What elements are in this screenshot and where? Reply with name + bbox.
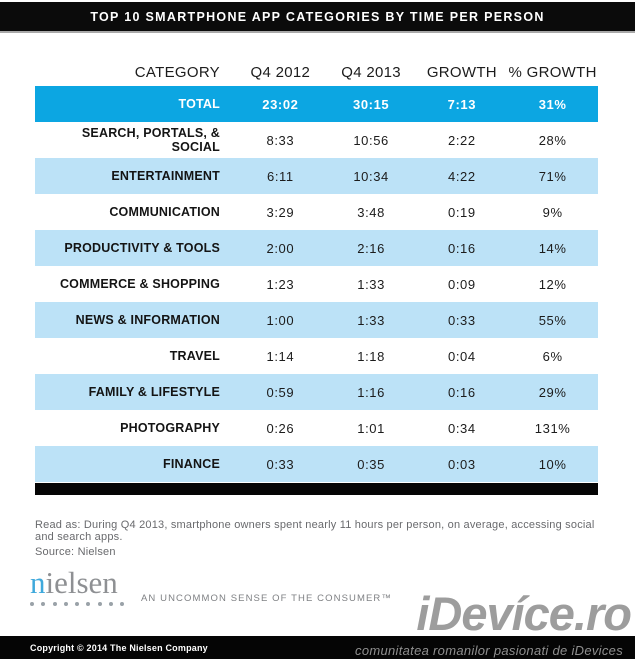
value-cell: 0:26 <box>266 420 295 436</box>
category-cell: ENTERTAINMENT <box>111 169 220 183</box>
value-cell: 4:22 <box>448 168 476 184</box>
value-cell: 1:33 <box>357 312 385 328</box>
title-bar: TOP 10 SMARTPHONE APP CATEGORIES BY TIME… <box>0 2 635 33</box>
value-cell: 1:16 <box>357 384 385 400</box>
idevice-watermark-logo: iDevíce.ro <box>416 587 632 640</box>
value-cell: 10% <box>538 456 567 472</box>
value-cell: 3:29 <box>266 204 295 220</box>
value-cell: 7:13 <box>447 96 477 112</box>
category-cell: NEWS & INFORMATION <box>75 313 220 327</box>
table-row-total: TOTAL 23:02 30:15 7:13 31% <box>35 86 598 122</box>
value-cell: 2:16 <box>357 240 385 256</box>
table-row: TRAVEL 1:14 1:18 0:04 6% <box>35 338 598 374</box>
value-cell: 30:15 <box>353 96 390 112</box>
value-cell: 0:03 <box>448 456 476 472</box>
value-cell: 6% <box>542 348 563 364</box>
table-header-row: CATEGORY Q4 2012 Q4 2013 GROWTH % GROWTH <box>35 58 598 86</box>
value-cell: 0:09 <box>448 276 476 292</box>
value-cell: 3:48 <box>357 204 385 220</box>
category-cell: PHOTOGRAPHY <box>120 421 220 435</box>
value-cell: 29% <box>538 384 567 400</box>
table-row: SEARCH, PORTALS, & SOCIAL 8:33 10:56 2:2… <box>35 122 598 158</box>
table-row: PHOTOGRAPHY 0:26 1:01 0:34 131% <box>35 410 598 446</box>
value-cell: 0:33 <box>266 456 295 472</box>
value-cell: 9% <box>542 204 563 220</box>
category-cell: PRODUCTIVITY & TOOLS <box>64 241 220 255</box>
value-cell: 55% <box>538 312 567 328</box>
value-cell: 0:34 <box>448 420 476 436</box>
value-cell: 0:16 <box>448 384 476 400</box>
value-cell: 8:33 <box>266 132 295 148</box>
table-footer-bar <box>35 483 598 495</box>
value-cell: 131% <box>534 420 571 436</box>
source-note: Source: Nielsen <box>35 546 116 558</box>
category-cell: TRAVEL <box>169 349 220 363</box>
category-cell: TOTAL <box>178 97 220 111</box>
nielsen-wordmark-first-letter: n <box>30 565 46 600</box>
table-row: FAMILY & LIFESTYLE 0:59 1:16 0:16 29% <box>35 374 598 410</box>
category-cell: SEARCH, PORTALS, & SOCIAL <box>81 126 220 154</box>
category-cell: FAMILY & LIFESTYLE <box>88 385 220 399</box>
data-table: CATEGORY Q4 2012 Q4 2013 GROWTH % GROWTH… <box>35 58 598 495</box>
value-cell: 2:00 <box>266 240 295 256</box>
value-cell: 31% <box>538 96 567 112</box>
table-row: ENTERTAINMENT 6:11 10:34 4:22 71% <box>35 158 598 194</box>
value-cell: 12% <box>538 276 567 292</box>
value-cell: 6:11 <box>267 168 294 184</box>
value-cell: 14% <box>538 240 567 256</box>
copyright-text: Copyright © 2014 The Nielsen Company <box>30 642 208 653</box>
nielsen-logo-dots <box>30 602 124 606</box>
table-row: FINANCE 0:33 0:35 0:03 10% <box>35 446 598 482</box>
value-cell: 1:00 <box>266 312 295 328</box>
value-cell: 1:18 <box>357 348 385 364</box>
table-row: PRODUCTIVITY & TOOLS 2:00 2:16 0:16 14% <box>35 230 598 266</box>
column-header-q4-2013: Q4 2013 <box>341 63 401 81</box>
category-cell: COMMERCE & SHOPPING <box>59 277 220 291</box>
value-cell: 1:33 <box>357 276 385 292</box>
category-cell: COMMUNICATION <box>109 205 220 219</box>
value-cell: 23:02 <box>262 96 299 112</box>
nielsen-tagline: AN UNCOMMON SENSE OF THE CONSUMER™ <box>141 593 392 604</box>
value-cell: 10:56 <box>353 132 389 148</box>
read-as-note: Read as: During Q4 2013, smartphone owne… <box>35 519 595 543</box>
value-cell: 1:14 <box>266 348 295 364</box>
value-cell: 1:01 <box>357 420 385 436</box>
nielsen-wordmark-rest: ielsen <box>45 565 118 600</box>
table-row: COMMERCE & SHOPPING 1:23 1:33 0:09 12% <box>35 266 598 302</box>
value-cell: 0:33 <box>448 312 476 328</box>
table-row: NEWS & INFORMATION 1:00 1:33 0:33 55% <box>35 302 598 338</box>
category-cell: FINANCE <box>163 457 220 471</box>
value-cell: 0:04 <box>448 348 476 364</box>
column-header-q4-2012: Q4 2012 <box>250 63 311 81</box>
value-cell: 0:16 <box>448 240 476 256</box>
nielsen-logo: nielsen <box>30 567 130 606</box>
table-body: SEARCH, PORTALS, & SOCIAL 8:33 10:56 2:2… <box>35 122 598 482</box>
page-title: TOP 10 SMARTPHONE APP CATEGORIES BY TIME… <box>90 9 545 24</box>
copyright-bar: Copyright © 2014 The Nielsen Company <box>0 636 635 659</box>
value-cell: 0:35 <box>357 456 385 472</box>
value-cell: 2:22 <box>448 132 476 148</box>
nielsen-wordmark: nielsen <box>30 567 130 598</box>
column-header-pct-growth: % GROWTH <box>508 63 597 81</box>
value-cell: 10:34 <box>353 168 389 184</box>
value-cell: 0:59 <box>266 384 295 400</box>
value-cell: 71% <box>538 168 567 184</box>
table-row: COMMUNICATION 3:29 3:48 0:19 9% <box>35 194 598 230</box>
value-cell: 0:19 <box>448 204 476 220</box>
value-cell: 28% <box>538 132 567 148</box>
column-header-category: CATEGORY <box>134 63 220 81</box>
value-cell: 1:23 <box>266 276 295 292</box>
idevice-watermark-subtitle: comunitatea romanilor pasionati de iDevi… <box>355 643 623 658</box>
column-header-growth: GROWTH <box>426 63 497 81</box>
